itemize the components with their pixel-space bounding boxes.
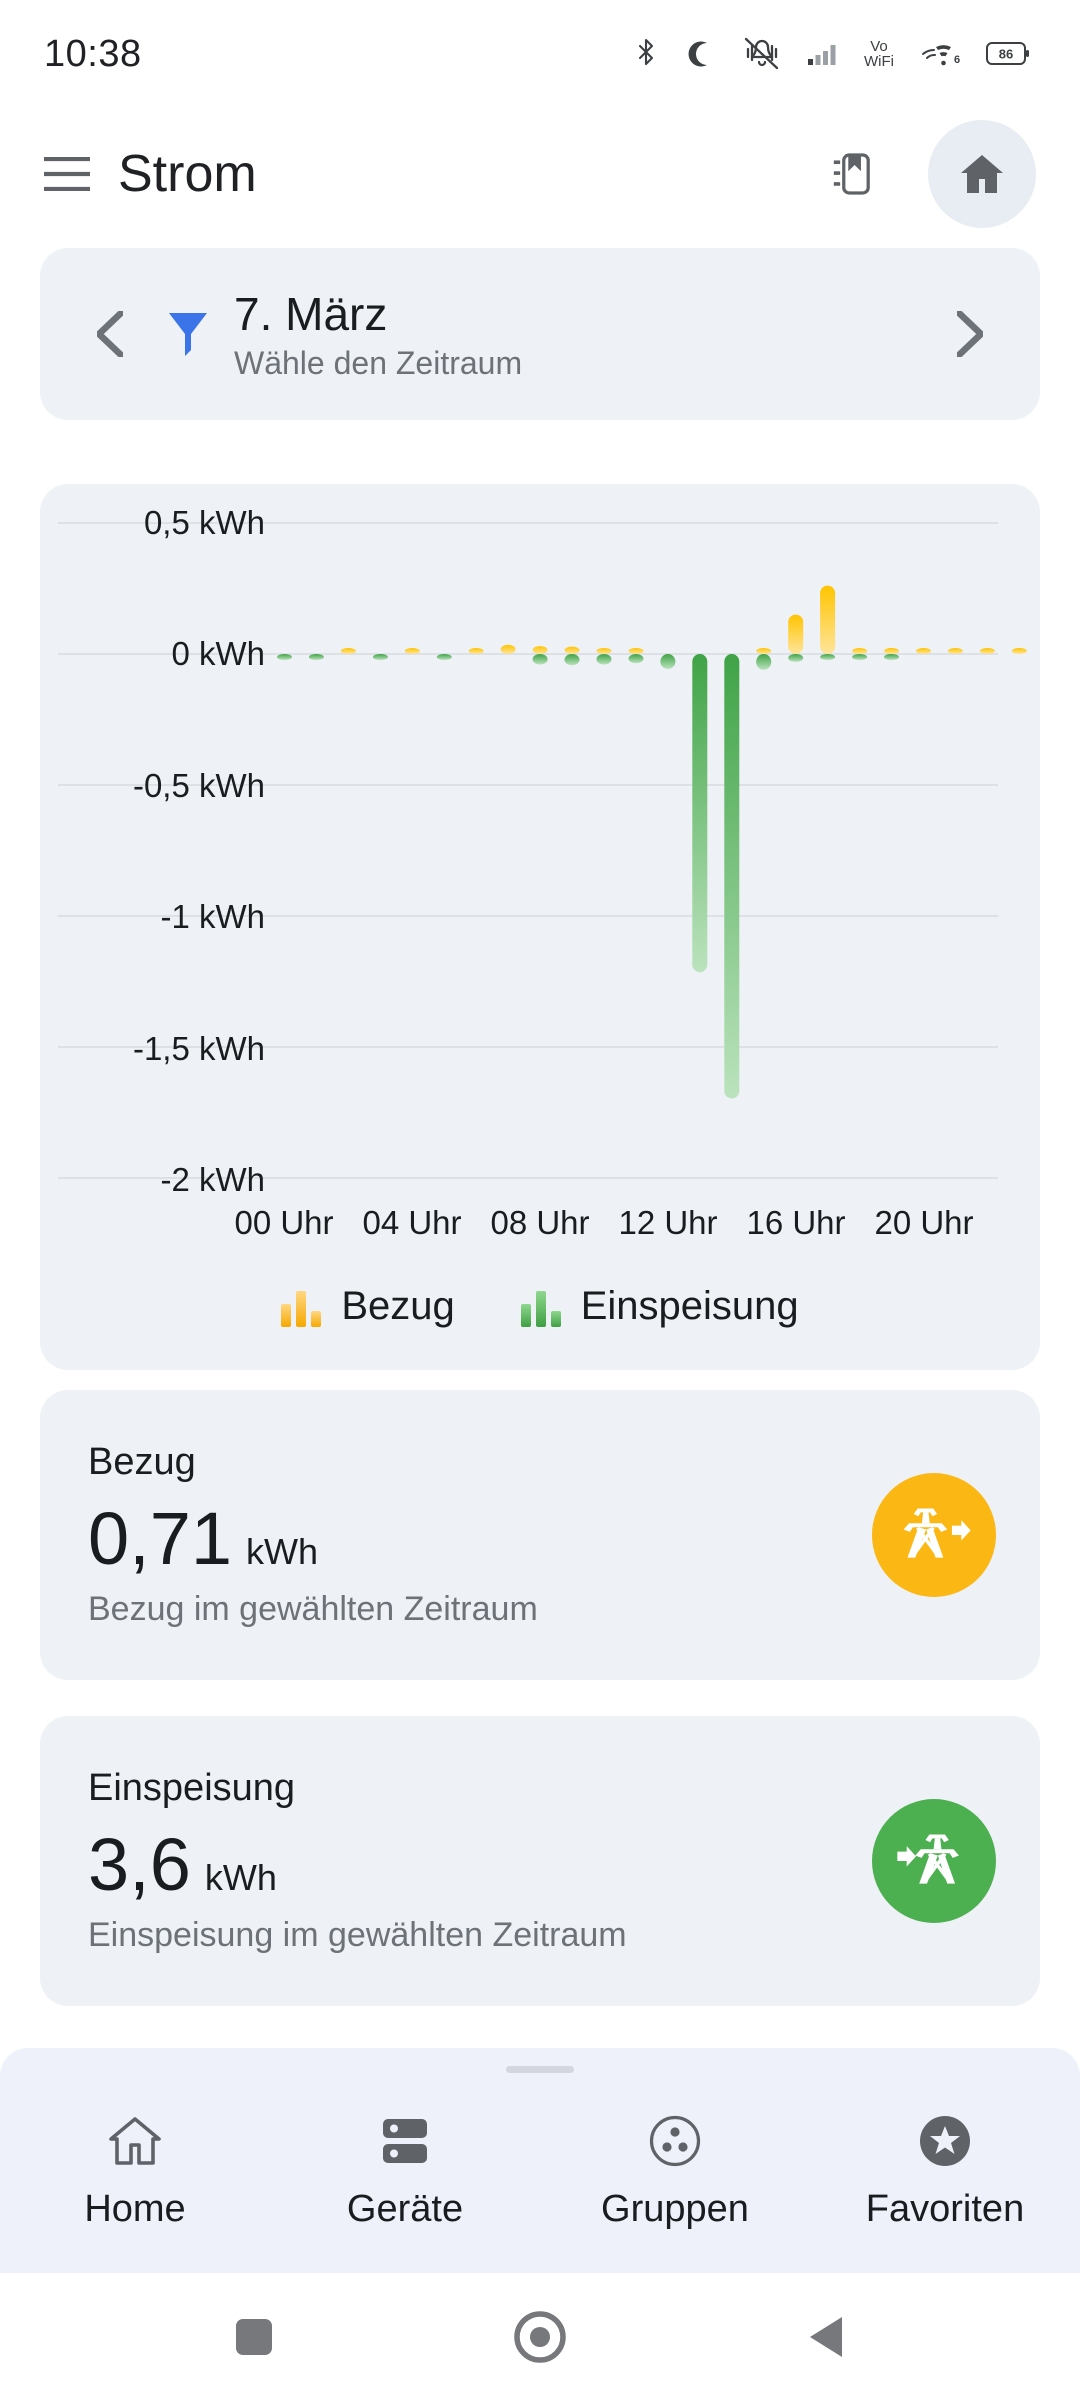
svg-text:-1 kWh: -1 kWh — [160, 898, 265, 935]
svg-text:-0,5 kWh: -0,5 kWh — [133, 767, 265, 804]
svg-text:-2 kWh: -2 kWh — [160, 1161, 265, 1198]
svg-text:08 Uhr: 08 Uhr — [490, 1204, 589, 1241]
svg-text:04 Uhr: 04 Uhr — [362, 1204, 461, 1241]
svg-text:12 Uhr: 12 Uhr — [618, 1204, 717, 1241]
svg-text:86: 86 — [999, 47, 1013, 62]
svg-text:6: 6 — [954, 54, 960, 66]
svg-text:20 Uhr: 20 Uhr — [874, 1204, 973, 1241]
svg-text:-1,5 kWh: -1,5 kWh — [133, 1030, 265, 1067]
svg-text:00 Uhr: 00 Uhr — [234, 1204, 333, 1241]
svg-text:0 kWh: 0 kWh — [171, 635, 265, 672]
svg-text:0,5 kWh: 0,5 kWh — [144, 504, 265, 541]
svg-text:16 Uhr: 16 Uhr — [746, 1204, 845, 1241]
